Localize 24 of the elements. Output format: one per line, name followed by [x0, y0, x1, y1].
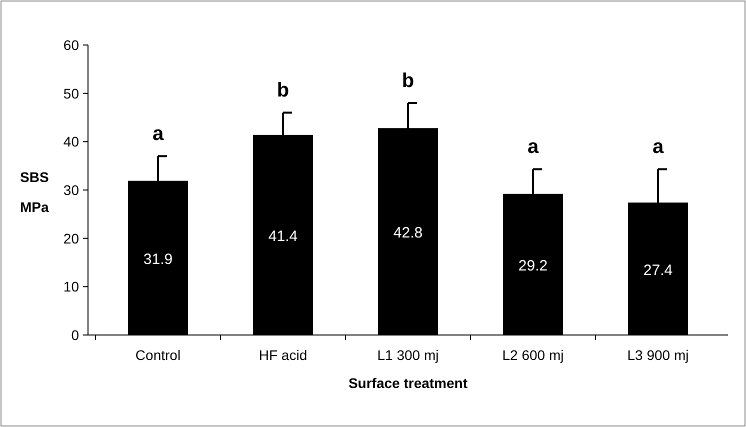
y-tick-label: 50 — [63, 85, 80, 102]
data-label: 31.9 — [143, 250, 173, 268]
y-axis-title: SBS MPa — [20, 169, 49, 215]
x-tick-label: HF acid — [258, 347, 308, 363]
data-label: 29.2 — [518, 257, 548, 274]
data-label: 27.4 — [643, 262, 673, 279]
x-tick-label: L2 600 mj — [502, 347, 564, 363]
annotation: a — [152, 123, 164, 146]
annotation: a — [527, 136, 540, 158]
y-tick-label: 30 — [63, 182, 80, 198]
data-label: 42.8 — [393, 224, 423, 242]
y-tick-label: 20 — [63, 230, 80, 246]
y-tick-label: 10 — [63, 278, 80, 295]
y-tick-label: 0 — [71, 327, 80, 343]
x-tick-label: Control — [135, 347, 181, 363]
data-label: 41.4 — [268, 228, 298, 245]
x-tick-label: L1 300 mj — [377, 347, 439, 363]
x-tick-label: L3 900 mj — [627, 347, 689, 363]
annotation: b — [276, 80, 290, 102]
x-axis-title: Surface treatment — [348, 375, 468, 391]
annotation: a — [652, 136, 664, 158]
annotation: b — [402, 70, 414, 92]
y-tick-label: 60 — [63, 37, 80, 53]
y-tick-label: 40 — [63, 134, 80, 150]
